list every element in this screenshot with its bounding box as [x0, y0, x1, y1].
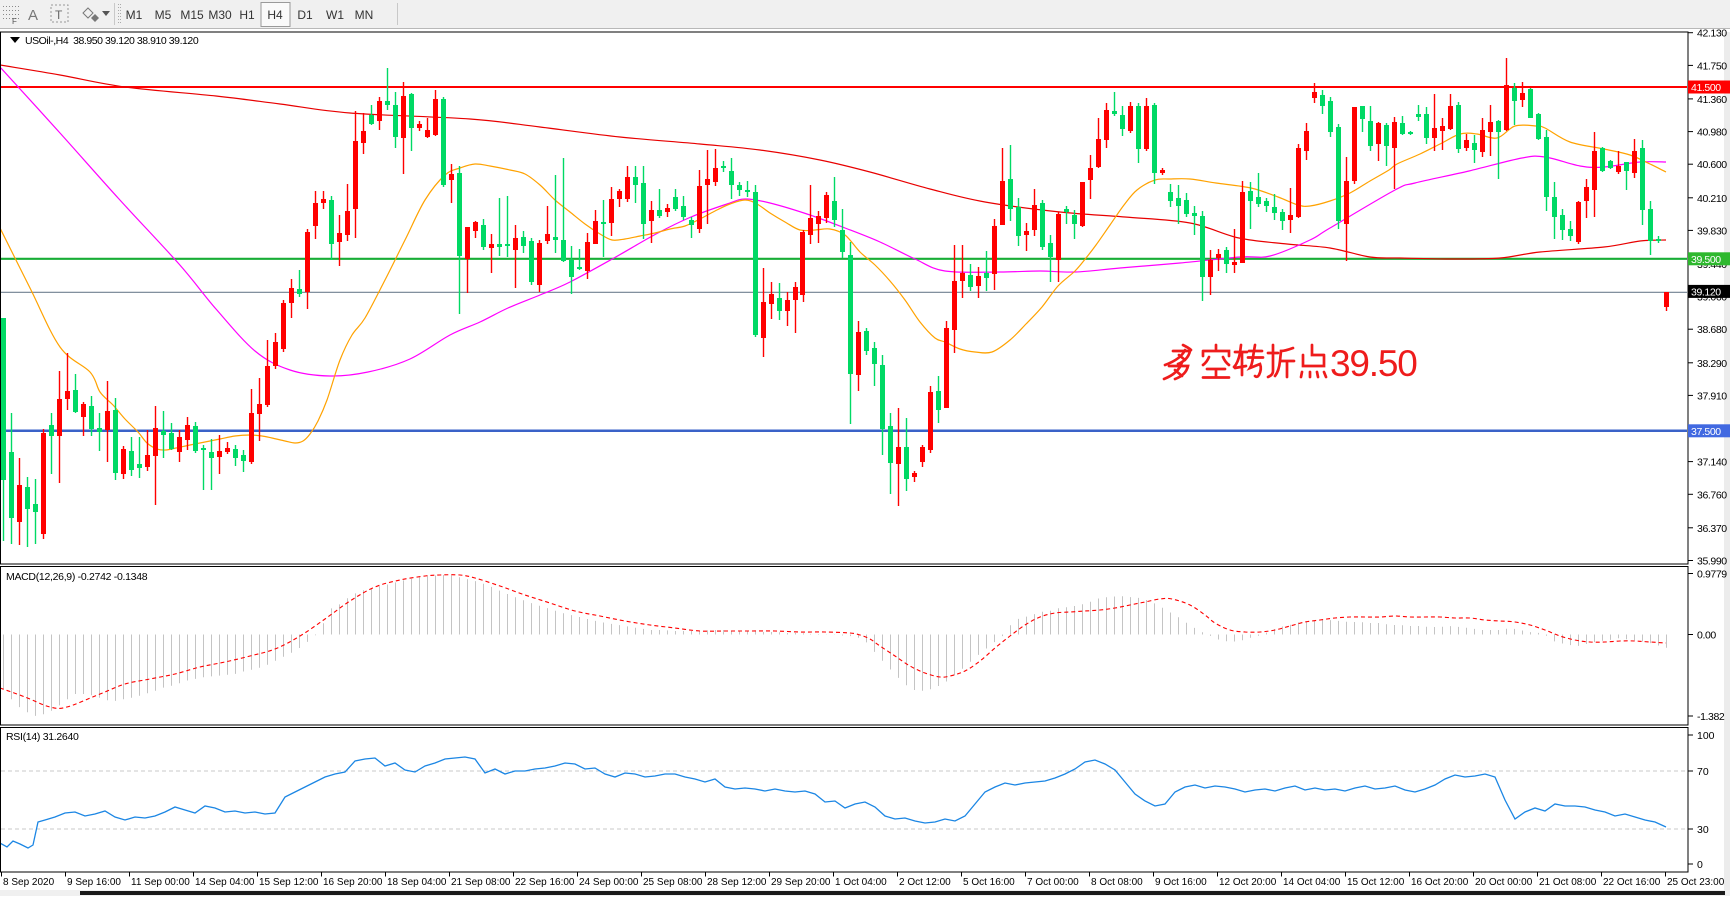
- svg-text:37.910: 37.910: [1697, 390, 1727, 402]
- svg-text:22 Oct 16:00: 22 Oct 16:00: [1603, 877, 1661, 888]
- svg-text:38.290: 38.290: [1697, 358, 1727, 370]
- svg-text:W1: W1: [326, 8, 344, 22]
- svg-text:39.500: 39.500: [1691, 254, 1721, 266]
- svg-text:8 Oct 08:00: 8 Oct 08:00: [1091, 877, 1143, 888]
- svg-text:21 Oct 08:00: 21 Oct 08:00: [1539, 877, 1597, 888]
- svg-text:A: A: [28, 7, 38, 24]
- svg-text:15 Oct 12:00: 15 Oct 12:00: [1347, 877, 1405, 888]
- svg-text:M30: M30: [208, 8, 232, 22]
- svg-text:36.370: 36.370: [1697, 523, 1727, 535]
- svg-text:36.760: 36.760: [1697, 489, 1727, 501]
- svg-text:22 Sep 16:00: 22 Sep 16:00: [515, 877, 575, 888]
- svg-text:38.680: 38.680: [1697, 324, 1727, 336]
- svg-text:29 Sep 20:00: 29 Sep 20:00: [771, 877, 831, 888]
- svg-text:39.830: 39.830: [1697, 225, 1727, 237]
- svg-text:28 Sep 12:00: 28 Sep 12:00: [707, 877, 767, 888]
- svg-text:9 Oct 16:00: 9 Oct 16:00: [1155, 877, 1207, 888]
- svg-text:0.00: 0.00: [1697, 630, 1716, 642]
- svg-text:40.600: 40.600: [1697, 159, 1727, 171]
- svg-text:14 Sep 04:00: 14 Sep 04:00: [195, 877, 255, 888]
- svg-text:37.500: 37.500: [1691, 426, 1721, 438]
- svg-text:41.750: 41.750: [1697, 60, 1727, 72]
- svg-text:42.130: 42.130: [1697, 28, 1727, 40]
- svg-text:11 Sep 00:00: 11 Sep 00:00: [131, 877, 190, 888]
- svg-text:T: T: [55, 8, 63, 22]
- svg-text:16 Oct 20:00: 16 Oct 20:00: [1411, 877, 1469, 888]
- svg-text:D1: D1: [297, 8, 313, 22]
- svg-text:7 Oct 00:00: 7 Oct 00:00: [1027, 877, 1079, 888]
- svg-text:100: 100: [1697, 730, 1715, 742]
- svg-text:M15: M15: [180, 8, 204, 22]
- svg-text:9 Sep 16:00: 9 Sep 16:00: [67, 877, 121, 888]
- svg-text:8 Sep 2020: 8 Sep 2020: [3, 877, 55, 888]
- svg-text:F: F: [12, 17, 17, 26]
- svg-text:30: 30: [1697, 824, 1709, 836]
- svg-text:16 Sep 20:00: 16 Sep 20:00: [323, 877, 383, 888]
- svg-text:12 Oct 20:00: 12 Oct 20:00: [1219, 877, 1277, 888]
- svg-text:-1.382: -1.382: [1697, 711, 1725, 723]
- svg-text:39.120: 39.120: [1691, 286, 1721, 298]
- svg-text:25 Sep 08:00: 25 Sep 08:00: [643, 877, 703, 888]
- svg-text:14 Oct 04:00: 14 Oct 04:00: [1283, 877, 1341, 888]
- svg-text:1 Oct 04:00: 1 Oct 04:00: [835, 877, 887, 888]
- svg-text:MN: MN: [355, 8, 374, 22]
- svg-text:USOil-,H4 38.950 39.120 38.91: USOil-,H4 38.950 39.120 38.910 39.120: [25, 35, 199, 47]
- svg-text:25 Oct 23:00: 25 Oct 23:00: [1667, 877, 1725, 888]
- svg-text:24 Sep 00:00: 24 Sep 00:00: [579, 877, 639, 888]
- svg-text:41.500: 41.500: [1691, 82, 1721, 94]
- svg-text:40.980: 40.980: [1697, 127, 1727, 139]
- svg-text:20 Oct 00:00: 20 Oct 00:00: [1475, 877, 1533, 888]
- svg-text:41.360: 41.360: [1697, 94, 1727, 106]
- svg-text:40.210: 40.210: [1697, 193, 1727, 205]
- svg-text:18 Sep 04:00: 18 Sep 04:00: [387, 877, 447, 888]
- svg-text:2 Oct 12:00: 2 Oct 12:00: [899, 877, 951, 888]
- svg-text:0.9779: 0.9779: [1697, 569, 1727, 581]
- svg-text:35.990: 35.990: [1697, 556, 1727, 568]
- svg-text:M1: M1: [126, 8, 143, 22]
- svg-text:21 Sep 08:00: 21 Sep 08:00: [451, 877, 511, 888]
- svg-text:15 Sep 12:00: 15 Sep 12:00: [259, 877, 319, 888]
- svg-text:5 Oct 16:00: 5 Oct 16:00: [963, 877, 1015, 888]
- svg-text:MACD(12,26,9) -0.2742 -0.1348: MACD(12,26,9) -0.2742 -0.1348: [6, 571, 148, 583]
- svg-text:RSI(14) 31.2640: RSI(14) 31.2640: [6, 731, 79, 743]
- svg-text:39.50: 39.50: [1330, 343, 1417, 384]
- svg-text:M5: M5: [155, 8, 172, 22]
- svg-text:37.140: 37.140: [1697, 457, 1727, 469]
- svg-text:H1: H1: [239, 8, 255, 22]
- svg-text:H4: H4: [267, 8, 283, 22]
- svg-text:70: 70: [1697, 766, 1709, 778]
- svg-text:0: 0: [1697, 859, 1703, 871]
